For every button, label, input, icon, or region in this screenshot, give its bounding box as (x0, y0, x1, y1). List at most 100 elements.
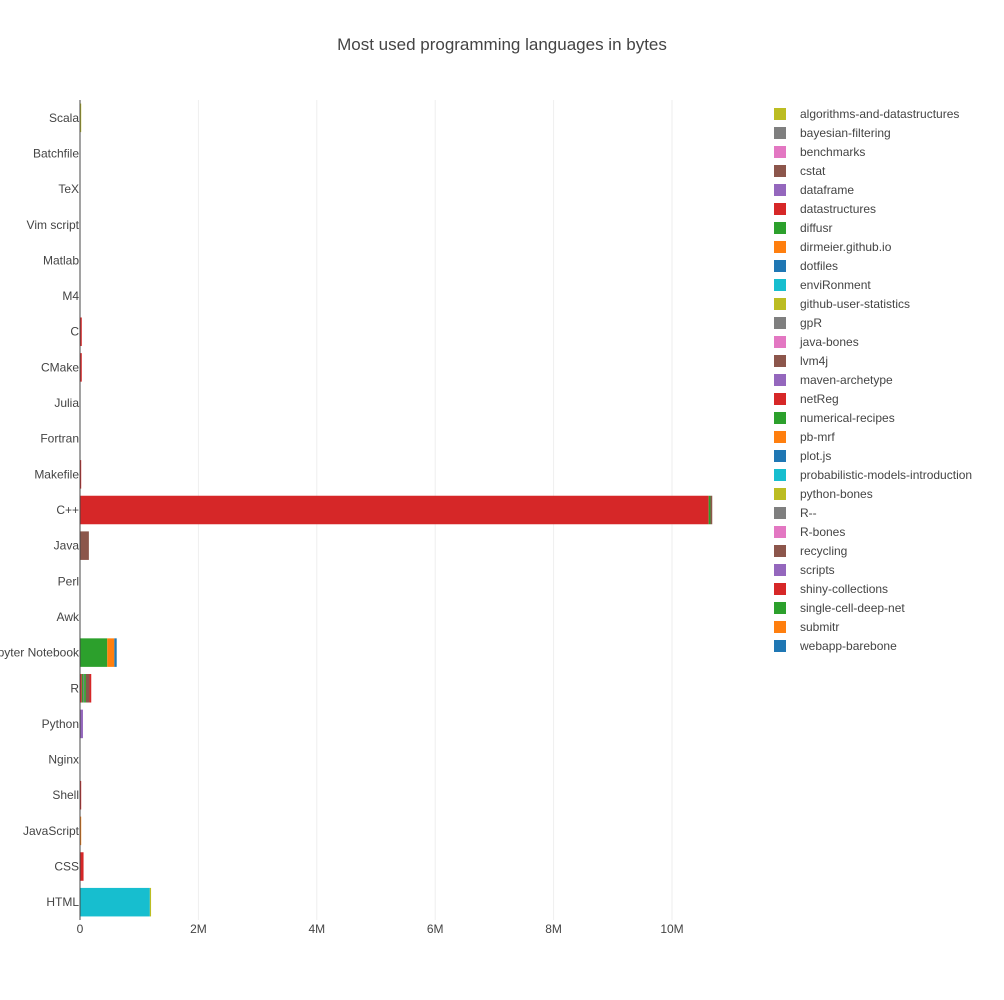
legend-label: github-user-statistics (800, 297, 910, 311)
legend-item[interactable]: datastructures (774, 202, 876, 216)
legend-item[interactable]: dirmeier.github.io (774, 240, 892, 254)
legend-swatch (774, 545, 786, 557)
legend-item[interactable]: pb-mrf (774, 430, 835, 444)
legend-label: cstat (800, 164, 826, 178)
legend-item[interactable]: plot.js (774, 449, 831, 463)
legend-swatch (774, 374, 786, 386)
bar-segment (80, 709, 83, 739)
legend-label: dirmeier.github.io (800, 240, 892, 254)
legend-item[interactable]: scripts (774, 563, 835, 577)
legend-label: bayesian-filtering (800, 126, 891, 140)
legend-label: R-bones (800, 525, 845, 539)
legend-label: maven-archetype (800, 373, 893, 387)
legend[interactable]: algorithms-and-datastructures bayesian-fi… (774, 107, 972, 653)
legend-swatch (774, 336, 786, 348)
legend-swatch (774, 450, 786, 462)
x-tick-label: 0 (77, 922, 84, 936)
legend-swatch (774, 412, 786, 424)
legend-item[interactable]: gpR (774, 316, 822, 330)
y-tick-label: HTML (46, 895, 79, 909)
legend-item[interactable]: shiny-collections (774, 582, 888, 596)
bar-segment (89, 674, 92, 703)
legend-swatch (774, 621, 786, 633)
legend-item[interactable]: single-cell-deep-net (774, 601, 905, 615)
legend-item[interactable]: webapp-barebone (774, 639, 897, 653)
legend-item[interactable]: R-- (774, 506, 817, 520)
legend-item[interactable]: github-user-statistics (774, 297, 910, 311)
bar-segment (81, 674, 83, 703)
legend-item[interactable]: probabilistic-models-introduction (774, 468, 972, 482)
legend-item[interactable]: bayesian-filtering (774, 126, 891, 140)
legend-item[interactable]: diffusr (774, 221, 832, 235)
bar-segment (80, 674, 82, 703)
legend-swatch (774, 583, 786, 595)
legend-swatch (774, 640, 786, 652)
y-tick-label: C++ (56, 503, 79, 517)
legend-label: algorithms-and-datastructures (800, 107, 959, 121)
bar-segment (114, 638, 117, 667)
legend-label: plot.js (800, 449, 831, 463)
legend-item[interactable]: recycling (774, 544, 847, 558)
y-tick-label: CSS (54, 860, 79, 874)
legend-item[interactable]: python-bones (774, 487, 873, 501)
legend-label: single-cell-deep-net (800, 601, 905, 615)
legend-item[interactable]: numerical-recipes (774, 411, 895, 425)
y-tick-label: Jupyter Notebook (0, 646, 80, 660)
legend-swatch (774, 222, 786, 234)
legend-label: pb-mrf (800, 430, 835, 444)
legend-label: gpR (800, 316, 822, 330)
legend-item[interactable]: cstat (774, 164, 826, 178)
y-tick-label: Makefile (34, 467, 79, 481)
legend-swatch (774, 146, 786, 158)
y-tick-label: Java (54, 539, 80, 553)
y-tick-label: Scala (49, 111, 79, 125)
legend-swatch (774, 165, 786, 177)
bar-segment (80, 638, 108, 667)
bar-segment (85, 674, 90, 703)
legend-label: dataframe (800, 183, 854, 197)
legend-swatch (774, 184, 786, 196)
bar-segment (80, 852, 84, 881)
legend-item[interactable]: dotfiles (774, 259, 838, 273)
bar-segment (107, 638, 115, 667)
bar-segment (708, 495, 711, 525)
legend-swatch (774, 469, 786, 481)
legend-swatch (774, 526, 786, 538)
legend-label: scripts (800, 563, 835, 577)
x-tick-label: 4M (308, 922, 325, 936)
x-axis-tick-labels: 0 2M 4M 6M 8M 10M (77, 922, 684, 936)
bar-segment (80, 887, 150, 917)
bar-segment (710, 495, 713, 525)
legend-label: recycling (800, 544, 847, 558)
legend-item[interactable]: submitr (774, 620, 839, 634)
legend-item[interactable]: lvm4j (774, 354, 828, 368)
bar-segment (80, 495, 709, 525)
bar-segment (80, 531, 89, 560)
legend-item[interactable]: algorithms-and-datastructures (774, 107, 959, 121)
y-tick-label: M4 (62, 289, 79, 303)
legend-item[interactable]: enviRonment (774, 278, 871, 292)
bar-segment (80, 353, 82, 382)
legend-item[interactable]: netReg (774, 392, 839, 406)
bar-segments (80, 103, 713, 917)
legend-label: numerical-recipes (800, 411, 895, 425)
legend-item[interactable]: java-bones (774, 335, 859, 349)
legend-label: R-- (800, 506, 817, 520)
legend-item[interactable]: R-bones (774, 525, 845, 539)
bar-segment (82, 674, 85, 703)
legend-label: enviRonment (800, 278, 871, 292)
y-tick-label: Vim script (27, 218, 80, 232)
y-tick-label: Awk (57, 610, 80, 624)
y-tick-label: C (70, 325, 79, 339)
legend-item[interactable]: dataframe (774, 183, 854, 197)
legend-label: probabilistic-models-introduction (800, 468, 972, 482)
y-axis-tick-labels: HTML CSS JavaScript Shell Nginx Python R Jupyte… (0, 111, 80, 909)
bar-segment (80, 317, 82, 346)
legend-label: diffusr (800, 221, 832, 235)
legend-item[interactable]: maven-archetype (774, 373, 893, 387)
legend-label: submitr (800, 620, 839, 634)
legend-item[interactable]: benchmarks (774, 145, 865, 159)
bar-segment (80, 780, 82, 810)
y-tick-label: JavaScript (23, 824, 80, 838)
legend-label: netReg (800, 392, 839, 406)
